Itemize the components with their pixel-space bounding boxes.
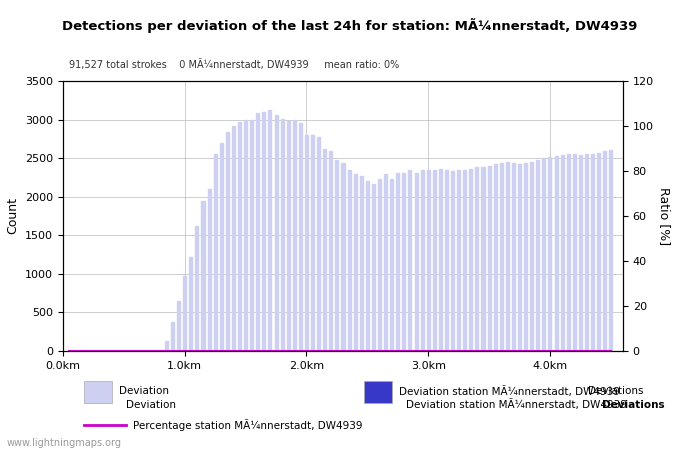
Bar [262,112,265,351]
Bar [518,164,521,351]
Bar [348,171,351,351]
Bar [482,167,484,351]
Bar [469,169,472,351]
Text: Deviations: Deviations [588,387,643,396]
Y-axis label: Ratio [%]: Ratio [%] [657,187,671,245]
Bar [305,135,308,351]
Bar [195,226,198,351]
Bar [475,167,478,351]
Bar [244,120,247,351]
Bar [208,189,211,351]
Bar [585,154,588,351]
Bar [427,171,430,351]
Bar [226,132,229,351]
Bar [567,154,570,351]
Bar [603,151,606,351]
Bar [342,163,344,351]
Text: Detections per deviation of the last 24h for station: MÃ¼nnerstadt, DW4939: Detections per deviation of the last 24h… [62,18,638,33]
Text: Deviation: Deviation [119,387,169,396]
Bar [554,156,558,351]
Bar [396,173,399,351]
Bar [281,119,284,351]
Bar [439,169,442,351]
Bar [573,153,576,351]
Bar [591,153,594,351]
Bar [512,163,515,351]
Bar [488,166,491,351]
Bar [360,176,363,351]
Bar [408,171,412,351]
Bar [390,179,393,351]
Bar [457,171,460,351]
Bar [335,161,338,351]
Bar [171,322,174,351]
Bar [500,163,503,351]
Text: Deviation: Deviation [126,400,176,410]
Bar [384,174,387,351]
Bar [250,120,253,351]
Bar [536,161,539,351]
Bar [256,113,259,351]
Bar [202,201,204,351]
Bar [414,173,418,351]
Text: Deviation station MÃ¼nnerstadt, DW4939: Deviation station MÃ¼nnerstadt, DW4939 [406,400,627,410]
Bar [579,155,582,351]
Text: Percentage station MÃ¼nnerstadt, DW4939: Percentage station MÃ¼nnerstadt, DW4939 [133,419,363,431]
Bar [451,171,454,351]
Bar [287,121,290,351]
Bar [597,153,600,351]
Bar [274,115,278,351]
Bar [445,171,448,351]
Bar [183,276,186,351]
Bar [524,163,527,351]
Bar [220,143,223,351]
Bar [238,122,241,351]
Bar [268,110,272,351]
Bar [494,164,497,351]
Y-axis label: Count: Count [6,198,20,234]
Bar [354,174,357,351]
Bar [165,341,168,351]
Bar [366,181,369,351]
Bar [542,158,545,351]
Bar [609,150,612,351]
Bar [364,381,392,403]
Bar [323,149,326,351]
Bar [378,179,381,351]
Bar [214,154,217,351]
Text: Deviations: Deviations [602,400,664,410]
Bar [463,170,466,351]
Text: Deviation station MÃ¼nnerstadt, DW4939: Deviation station MÃ¼nnerstadt, DW4939 [399,386,620,397]
Bar [299,123,302,351]
Bar [561,155,564,351]
Bar [84,381,112,403]
Bar [372,184,375,351]
Bar [311,135,314,351]
Bar [433,171,436,351]
Bar [402,173,405,351]
Bar [421,170,424,351]
Bar [329,151,332,351]
Bar [177,301,180,351]
Bar [530,162,533,351]
Bar [293,120,296,351]
Text: 91,527 total strokes    0 MÃ¼nnerstadt, DW4939     mean ratio: 0%: 91,527 total strokes 0 MÃ¼nnerstadt, DW4… [69,59,399,70]
Bar [232,126,235,351]
Text: www.lightningmaps.org: www.lightningmaps.org [7,438,122,448]
Bar [189,257,192,351]
Bar [317,136,320,351]
Bar [506,162,509,351]
Bar [548,158,552,351]
